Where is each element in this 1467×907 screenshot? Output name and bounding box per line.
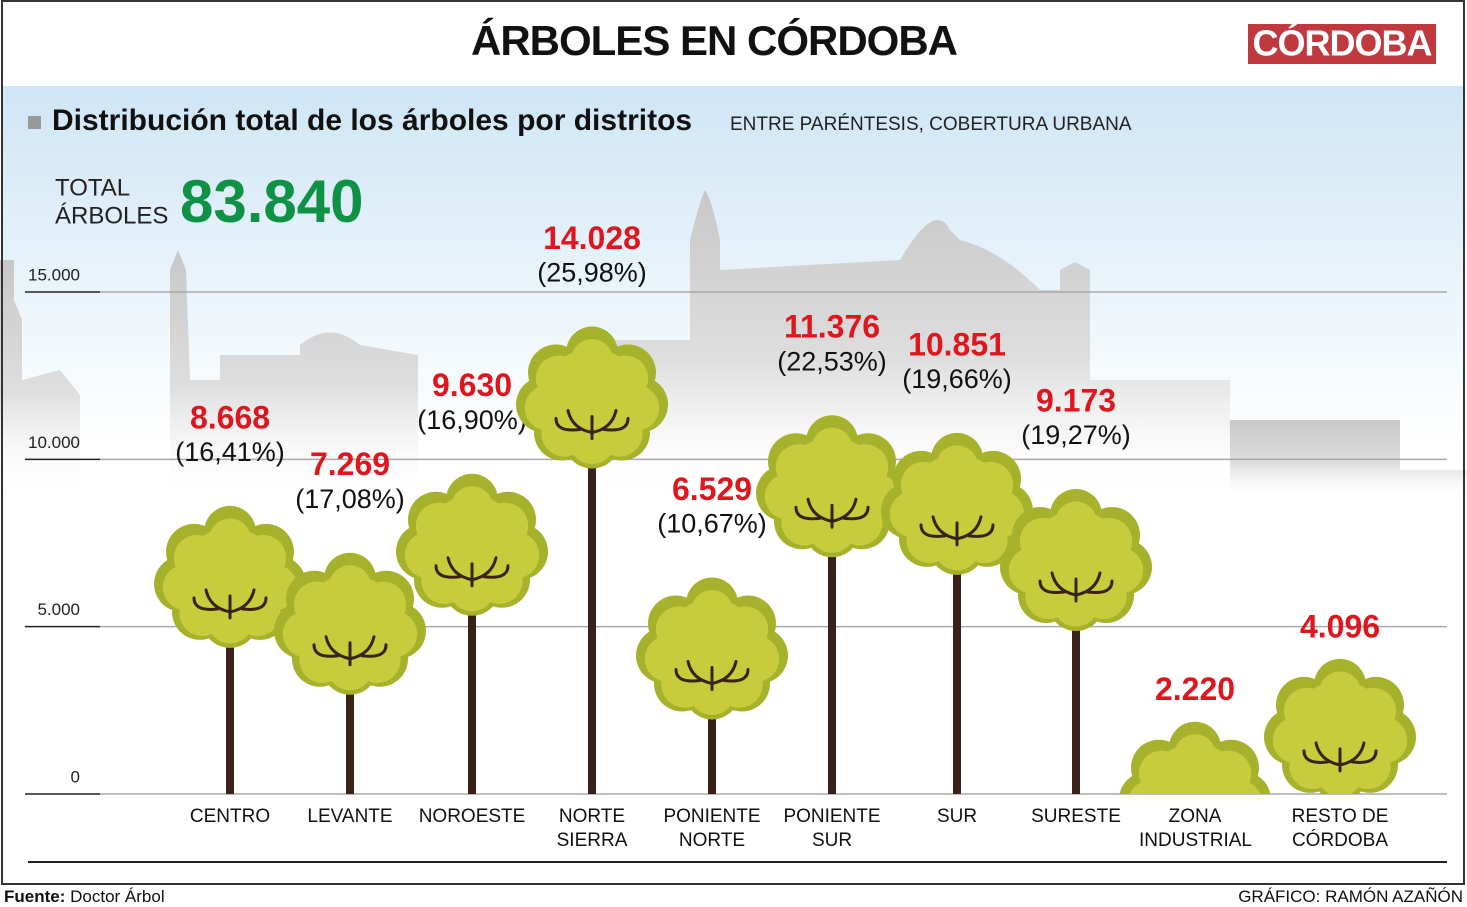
value-label: 9.630 bbox=[432, 367, 512, 403]
branches bbox=[192, 588, 268, 620]
tree bbox=[636, 577, 788, 794]
crown-lobe bbox=[451, 486, 493, 529]
crown-lobe bbox=[1174, 734, 1216, 777]
logo-box bbox=[1248, 24, 1436, 64]
branches bbox=[674, 659, 750, 691]
branches bbox=[434, 556, 510, 588]
tree bbox=[1264, 658, 1416, 794]
x-tick-label: PONIENTE SUR bbox=[783, 806, 881, 851]
coverage-label: (22,53%) bbox=[777, 346, 887, 376]
source-label: Fuente: bbox=[4, 887, 66, 906]
crown-lobe bbox=[811, 427, 853, 470]
coverage-label: (17,08%) bbox=[295, 484, 405, 514]
value-label: 2.220 bbox=[1155, 671, 1235, 707]
total-label: ÁRBOLES bbox=[55, 202, 168, 229]
page-title: ÁRBOLES EN CÓRDOBA bbox=[471, 16, 958, 64]
total-label: TOTAL bbox=[55, 174, 130, 201]
value-label: 8.668 bbox=[190, 399, 270, 435]
crown-lobe bbox=[329, 565, 371, 608]
value-label: 11.376 bbox=[784, 309, 880, 345]
tree bbox=[154, 505, 306, 794]
skyline bbox=[0, 190, 1467, 500]
credit: GRÁFICO: RAMÓN AZAÑÓN bbox=[1238, 887, 1463, 906]
x-tick-label: CENTRO bbox=[189, 806, 271, 827]
crown-lobe bbox=[209, 518, 251, 561]
chart-title: Distribución total de los árboles por di… bbox=[52, 104, 692, 137]
tree bbox=[396, 473, 548, 794]
y-tick-label: 0 bbox=[71, 767, 80, 786]
tree bbox=[274, 552, 426, 794]
coverage-label: (19,27%) bbox=[1021, 420, 1131, 450]
x-tick-label: SURESTE bbox=[1031, 806, 1121, 827]
total-value: 83.840 bbox=[180, 168, 364, 235]
x-tick-label: SUR bbox=[936, 806, 978, 827]
tree bbox=[516, 326, 668, 794]
x-tick-label: NOROESTE bbox=[418, 806, 526, 827]
tree bbox=[1000, 489, 1152, 794]
plot: 0 5.000 10.000 15.000 8.668(16,41%) 7.269(17,… bbox=[25, 220, 1447, 795]
y-tick-label: 15.000 bbox=[28, 265, 80, 284]
value-label: 14.028 bbox=[543, 220, 641, 256]
value-label: 6.529 bbox=[672, 471, 752, 507]
branches bbox=[312, 635, 388, 667]
branches bbox=[1302, 741, 1378, 773]
tree bbox=[881, 432, 1033, 794]
y-tick-label: 10.000 bbox=[28, 433, 80, 452]
coverage-label: (10,67%) bbox=[657, 509, 767, 539]
branches bbox=[1038, 571, 1114, 603]
branches bbox=[919, 515, 995, 547]
crown-lobe bbox=[936, 445, 978, 488]
crown-lobe bbox=[1319, 671, 1361, 714]
x-tick-label: ZONA INDUSTRIAL bbox=[1139, 806, 1252, 851]
value-label: 7.269 bbox=[310, 446, 390, 482]
branches bbox=[554, 409, 630, 441]
source: Fuente: Doctor Árbol bbox=[4, 887, 165, 907]
x-tick-label: RESTO DE CÓRDOBA bbox=[1291, 806, 1389, 851]
coverage-label: (16,90%) bbox=[417, 405, 527, 435]
x-tick-label: PONIENTE NORTE bbox=[663, 806, 761, 851]
crown-lobe bbox=[1129, 780, 1172, 794]
chart-subtitle: ENTRE PARÉNTESIS, COBERTURA URBANA bbox=[730, 114, 1132, 135]
branches bbox=[794, 497, 870, 529]
crown-lobe bbox=[691, 590, 733, 633]
crown-lobe bbox=[1055, 501, 1097, 544]
value-label: 9.173 bbox=[1036, 382, 1116, 418]
frame bbox=[1, 0, 1465, 885]
crown-lobe bbox=[571, 339, 613, 382]
tree bbox=[1119, 721, 1271, 794]
value-label: 10.851 bbox=[908, 326, 1006, 362]
value-label: 4.096 bbox=[1300, 608, 1380, 644]
x-tick-label: LEVANTE bbox=[307, 806, 393, 827]
tree bbox=[756, 415, 908, 794]
bullet bbox=[28, 116, 41, 129]
y-tick-label: 5.000 bbox=[37, 600, 80, 619]
source-text: Doctor Árbol bbox=[70, 887, 165, 906]
coverage-label: (19,66%) bbox=[902, 364, 1012, 394]
coverage-label: (25,98%) bbox=[537, 258, 647, 288]
crown-lobe bbox=[1218, 780, 1261, 794]
logo: CÓRDOBA bbox=[1253, 22, 1433, 64]
coverage-label: (16,41%) bbox=[175, 437, 285, 467]
x-tick-label: NORTE SIERRA bbox=[556, 806, 628, 851]
